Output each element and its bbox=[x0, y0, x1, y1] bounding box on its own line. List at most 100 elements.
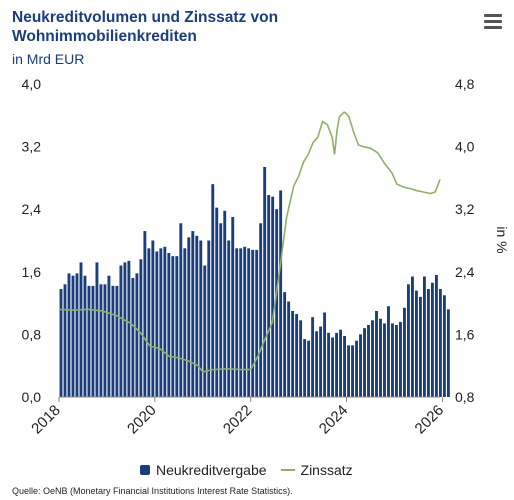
y-right-tick-label: 3,2 bbox=[455, 201, 475, 217]
bar bbox=[71, 275, 75, 397]
y-axis-right: 4,8 4,0 3,2 2,4 1,6 0,8 bbox=[455, 76, 475, 405]
bar bbox=[123, 262, 127, 397]
bar bbox=[387, 306, 390, 397]
bar bbox=[355, 340, 358, 397]
bar bbox=[147, 248, 151, 397]
bar bbox=[339, 329, 342, 397]
bar bbox=[211, 184, 215, 397]
bar bbox=[155, 251, 159, 397]
bar bbox=[203, 265, 207, 397]
bar bbox=[438, 289, 442, 397]
bar bbox=[399, 321, 402, 397]
hamburger-icon-bar bbox=[484, 26, 502, 29]
bar bbox=[107, 275, 111, 397]
x-tick-label: 2020 bbox=[124, 402, 160, 438]
bar bbox=[319, 326, 323, 397]
bar bbox=[407, 284, 410, 397]
bar bbox=[143, 231, 147, 397]
y-left-tick-label: 0,8 bbox=[22, 326, 42, 342]
y-right-tick-label: 4,8 bbox=[455, 76, 475, 92]
y-right-tick-label: 4,0 bbox=[455, 139, 475, 155]
bar bbox=[187, 237, 191, 397]
bar bbox=[99, 284, 103, 397]
y-axis-right-title: in % bbox=[494, 226, 510, 253]
legend-item-zinssatz[interactable]: Zinssatz bbox=[280, 462, 353, 478]
bar bbox=[255, 249, 259, 397]
bar bbox=[426, 289, 430, 397]
bar bbox=[303, 339, 307, 397]
y-right-tick-label: 1,6 bbox=[455, 326, 475, 342]
bar bbox=[395, 325, 398, 397]
bar bbox=[127, 260, 131, 397]
bar bbox=[175, 256, 179, 397]
bar bbox=[79, 262, 83, 397]
bar bbox=[151, 240, 155, 397]
bar bbox=[311, 317, 315, 397]
bar bbox=[418, 296, 422, 397]
bar bbox=[446, 309, 450, 397]
bar bbox=[159, 248, 163, 397]
bar bbox=[434, 274, 438, 397]
legend: Neukreditvergabe Zinssatz bbox=[140, 462, 367, 478]
y-axis-left: 4,0 3,2 2,4 1,6 0,8 0,0 bbox=[22, 76, 42, 405]
y-right-tick-label: 0,8 bbox=[455, 389, 475, 405]
x-tick-label: 2024 bbox=[316, 402, 352, 438]
bar bbox=[83, 275, 87, 397]
bar-series bbox=[59, 166, 450, 397]
bar bbox=[59, 289, 63, 397]
bar bbox=[430, 282, 434, 397]
bar bbox=[291, 310, 295, 397]
bar bbox=[231, 217, 235, 397]
chart-subtitle: in Mrd EUR bbox=[12, 51, 85, 67]
hamburger-icon-bar bbox=[484, 14, 502, 17]
legend-item-neukreditvergabe[interactable]: Neukreditvergabe bbox=[140, 462, 267, 478]
bar bbox=[422, 276, 426, 397]
bar bbox=[379, 318, 382, 397]
line-series-zinssatz bbox=[58, 111, 441, 373]
bar bbox=[247, 248, 251, 397]
bar bbox=[251, 249, 255, 397]
legend-line-swatch bbox=[280, 469, 295, 471]
x-tick-label: 2022 bbox=[220, 402, 256, 438]
y-left-tick-label: 0,0 bbox=[22, 389, 42, 405]
bar bbox=[179, 223, 183, 397]
bar bbox=[135, 273, 139, 397]
y-left-tick-label: 2,4 bbox=[22, 201, 42, 217]
bar bbox=[223, 210, 227, 397]
chart-title: Neukreditvolumen und Zinssatz von Wohnim… bbox=[12, 9, 279, 45]
bar bbox=[403, 307, 406, 397]
bar bbox=[383, 323, 386, 397]
legend-label: Neukreditvergabe bbox=[156, 462, 267, 478]
bar bbox=[343, 335, 346, 397]
bar bbox=[183, 248, 187, 397]
bar bbox=[199, 240, 203, 397]
bar bbox=[239, 248, 243, 397]
bar bbox=[367, 325, 370, 397]
bar bbox=[91, 285, 95, 397]
bar bbox=[111, 285, 115, 397]
bar bbox=[271, 196, 275, 397]
bar bbox=[323, 312, 327, 397]
bar bbox=[315, 331, 319, 397]
bar bbox=[335, 332, 339, 397]
bar bbox=[299, 320, 303, 397]
bar bbox=[67, 273, 71, 397]
bar bbox=[215, 207, 219, 397]
x-tick-label: 2018 bbox=[28, 402, 64, 438]
bar bbox=[275, 209, 279, 397]
bar bbox=[375, 310, 378, 397]
bar bbox=[351, 345, 354, 397]
x-axis: 2018 2020 2022 2024 2026 bbox=[28, 397, 447, 437]
legend-bar-swatch bbox=[140, 465, 150, 475]
chart-menu-button[interactable] bbox=[484, 14, 502, 30]
bar bbox=[87, 285, 91, 397]
bar bbox=[411, 276, 414, 397]
bar bbox=[243, 246, 247, 397]
bar bbox=[163, 246, 167, 397]
bar bbox=[139, 259, 143, 397]
bar bbox=[415, 290, 418, 397]
y-left-tick-label: 3,2 bbox=[22, 139, 42, 155]
bar bbox=[371, 320, 374, 397]
legend-label: Zinssatz bbox=[300, 462, 353, 478]
